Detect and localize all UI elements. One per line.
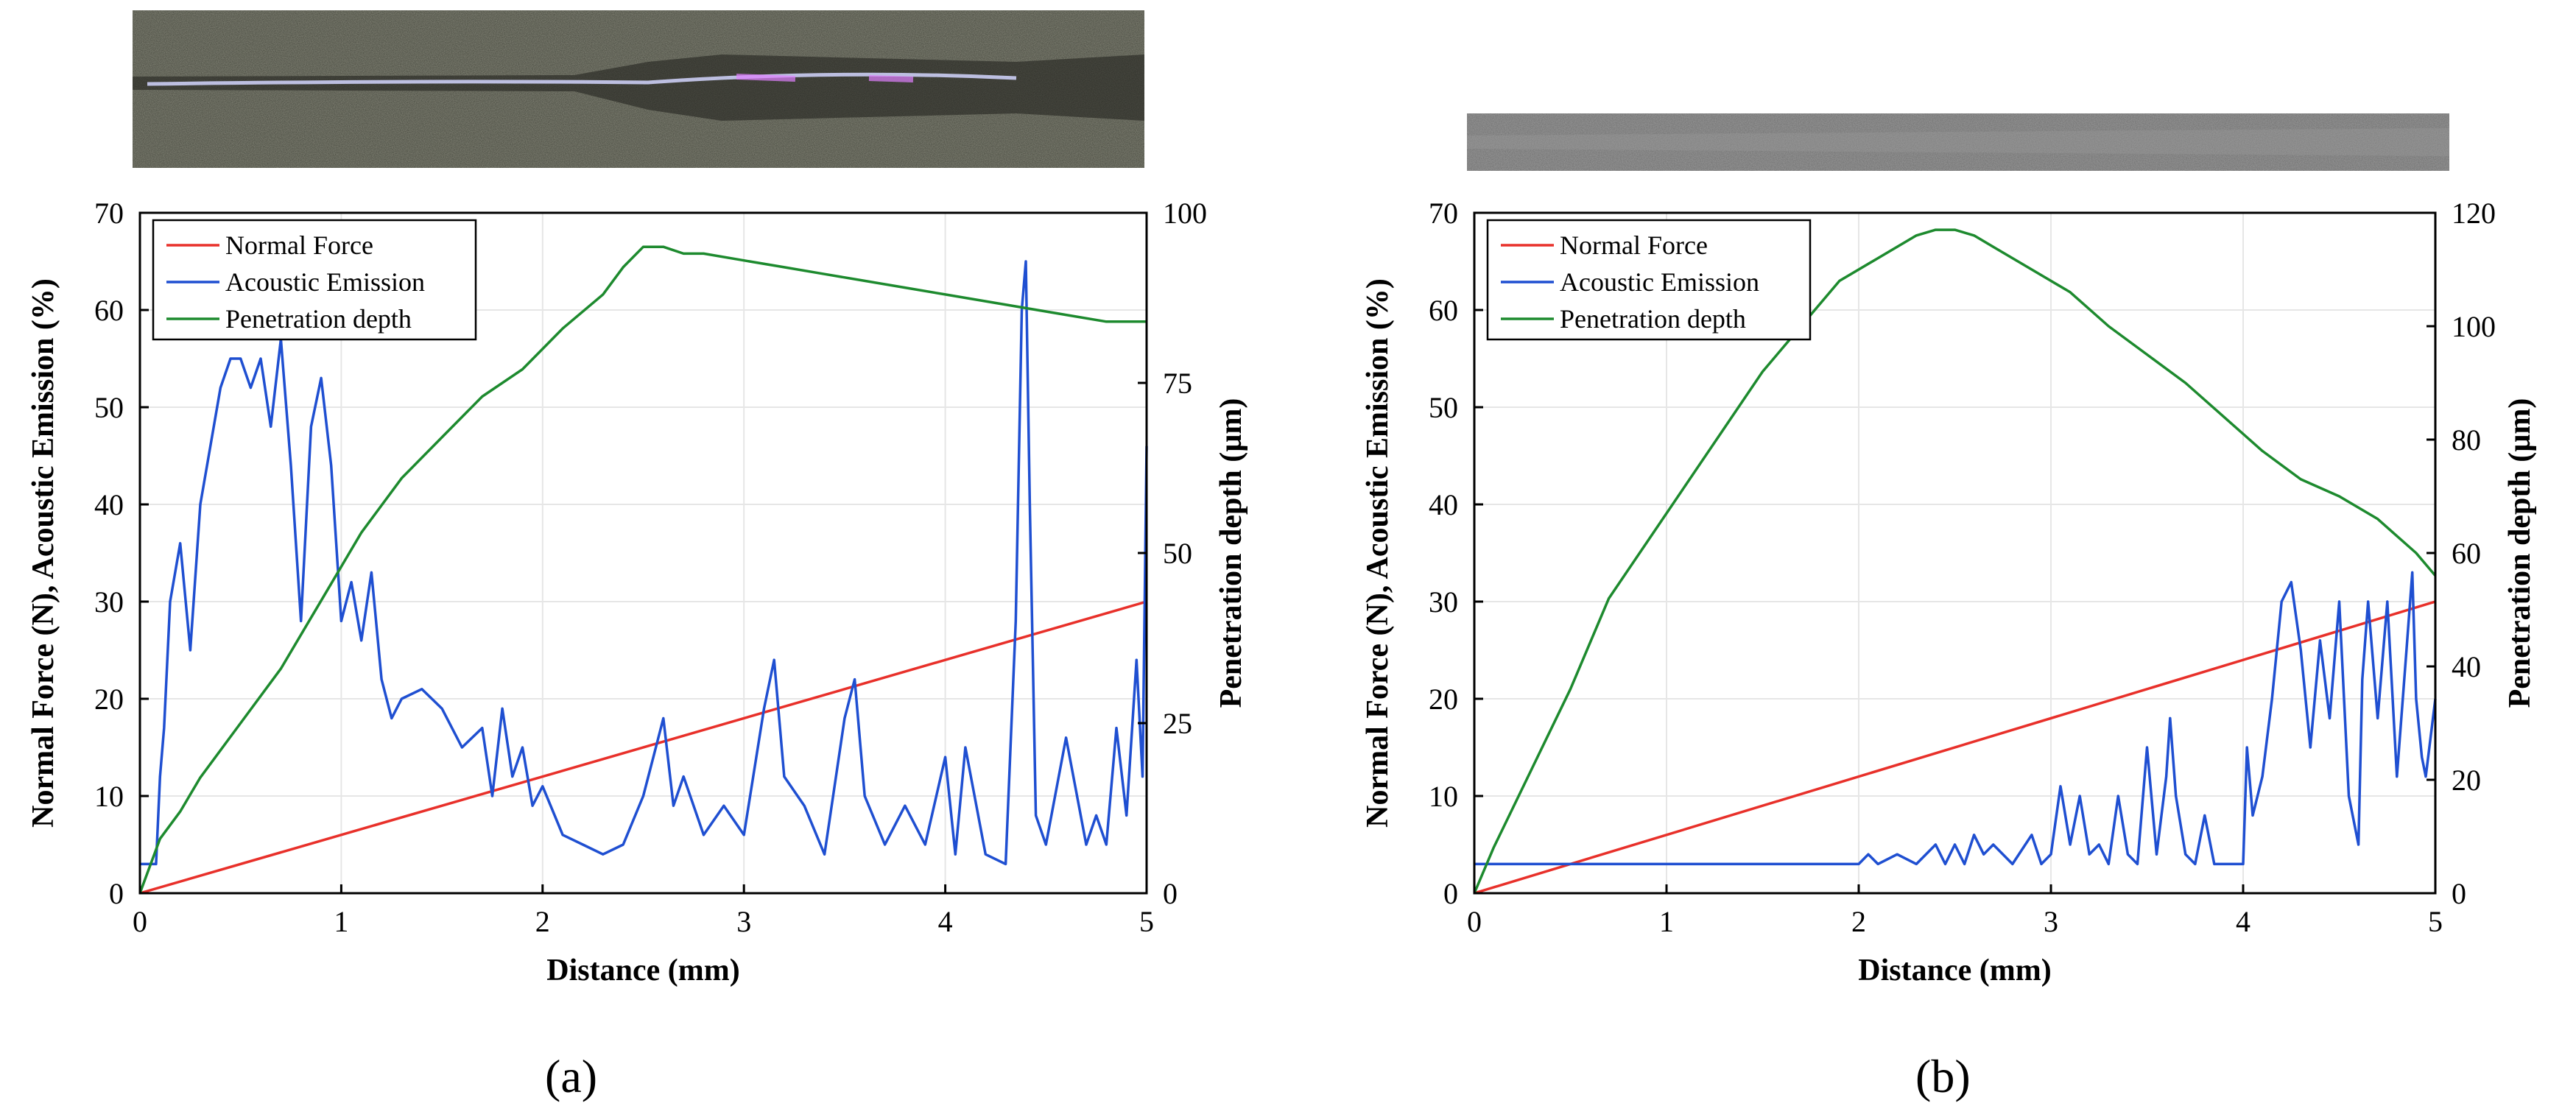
legend-entry: Penetration depth bbox=[225, 304, 412, 334]
x-tick-label: 5 bbox=[2428, 905, 2443, 938]
y-left-axis-label: Normal Force (N), Acoustic Emission (%) bbox=[1361, 278, 1395, 828]
panel-b: 0 1 2 3 4 5 0 10 20 30 40 50 60 70 0 20 40 60 80 100 120 Dist… bbox=[1288, 0, 2576, 1120]
y-left-tick-label: 70 bbox=[94, 197, 124, 230]
y-left-tick-label: 0 bbox=[109, 877, 124, 910]
y-right-tick-label: 50 bbox=[1163, 537, 1192, 570]
y-left-tick-label: 50 bbox=[1429, 391, 1458, 424]
series-line-normal-force bbox=[139, 600, 1147, 895]
y-right-tick-label: 100 bbox=[2452, 310, 2496, 343]
panel-a: 0 1 2 3 4 5 0 10 20 30 40 50 60 70 0 25 50 75 100 Distance … bbox=[27, 10, 1248, 1102]
x-tick-label: 0 bbox=[133, 905, 147, 938]
y-right-tick-label: 40 bbox=[2452, 650, 2481, 683]
y-left-tick-label: 10 bbox=[1429, 780, 1458, 813]
y-right-axis-label: Penetration depth (µm) bbox=[1214, 398, 1248, 708]
y-left-tick-label: 50 bbox=[94, 391, 124, 424]
micrograph-image bbox=[133, 10, 1144, 168]
y-right-tick-label: 60 bbox=[2452, 537, 2481, 570]
panel-label-b: (b) bbox=[1915, 1050, 1971, 1102]
y-left-tick-label: 0 bbox=[1443, 877, 1458, 910]
series-line-acoustic-emission bbox=[140, 260, 1148, 866]
series-line-acoustic-emission bbox=[1474, 571, 2437, 866]
chart-b: 0 1 2 3 4 5010203040506070020406080100120Dist… bbox=[1361, 197, 2537, 987]
x-axis-label: Distance (mm) bbox=[1858, 954, 2051, 987]
y-left-axis-label: Normal Force (N), Acoustic Emission (%) bbox=[27, 278, 60, 828]
y-right-tick-label: 75 bbox=[1163, 367, 1192, 400]
legend-entry: Normal Force bbox=[1560, 230, 1708, 260]
legend-entry: Normal Force bbox=[225, 230, 373, 260]
x-tick-label: 2 bbox=[535, 905, 550, 938]
x-tick-label: 2 bbox=[1851, 905, 1866, 938]
panel-label-a: (a) bbox=[545, 1050, 598, 1102]
legend-entry: Acoustic Emission bbox=[1560, 267, 1759, 297]
x-tick-label: 4 bbox=[2236, 905, 2251, 938]
legend: Normal Force Acoustic Emission Penetration… bbox=[152, 219, 477, 341]
chart-a: 0 1 2 3 4 50102030405060700255075100Distance … bbox=[27, 197, 1248, 987]
x-axis-label: Distance (mm) bbox=[546, 954, 739, 987]
x-tick-label: 4 bbox=[938, 905, 953, 938]
y-left-tick-label: 30 bbox=[94, 585, 124, 619]
x-tick-label: 3 bbox=[736, 905, 751, 938]
x-tick-label: 5 bbox=[1139, 905, 1154, 938]
series-line-normal-force bbox=[1474, 600, 2436, 895]
y-right-tick-label: 80 bbox=[2452, 423, 2481, 457]
micrograph-image bbox=[1467, 113, 2449, 171]
y-right-tick-label: 100 bbox=[1163, 197, 1207, 230]
series-line-penetration-depth bbox=[138, 245, 1147, 894]
y-left-tick-label: 10 bbox=[94, 780, 124, 813]
y-left-tick-label: 20 bbox=[1429, 683, 1458, 716]
y-left-tick-label: 60 bbox=[1429, 294, 1458, 327]
y-left-tick-label: 20 bbox=[94, 683, 124, 716]
y-right-tick-label: 25 bbox=[1163, 707, 1192, 740]
y-right-tick-label: 0 bbox=[2452, 877, 2466, 910]
x-tick-label: 1 bbox=[334, 905, 348, 938]
y-right-axis-label: Penetration depth (µm) bbox=[2503, 398, 2537, 708]
x-tick-label: 0 bbox=[1467, 905, 1482, 938]
y-left-tick-label: 70 bbox=[1429, 197, 1458, 230]
y-left-tick-label: 40 bbox=[94, 488, 124, 521]
y-left-tick-label: 40 bbox=[1429, 488, 1458, 521]
y-right-tick-label: 120 bbox=[2452, 197, 2496, 230]
legend-entry: Acoustic Emission bbox=[225, 267, 425, 297]
y-right-tick-label: 20 bbox=[2452, 764, 2481, 797]
x-tick-label: 1 bbox=[1659, 905, 1674, 938]
series-line-penetration-depth bbox=[1473, 228, 2437, 894]
legend: Normal Force Acoustic Emission Penetration… bbox=[1486, 219, 1812, 341]
legend-entry: Penetration depth bbox=[1560, 304, 1746, 334]
y-right-tick-label: 0 bbox=[1163, 877, 1178, 910]
x-tick-label: 3 bbox=[2044, 905, 2058, 938]
y-left-tick-label: 60 bbox=[94, 294, 124, 327]
y-left-tick-label: 30 bbox=[1429, 585, 1458, 619]
